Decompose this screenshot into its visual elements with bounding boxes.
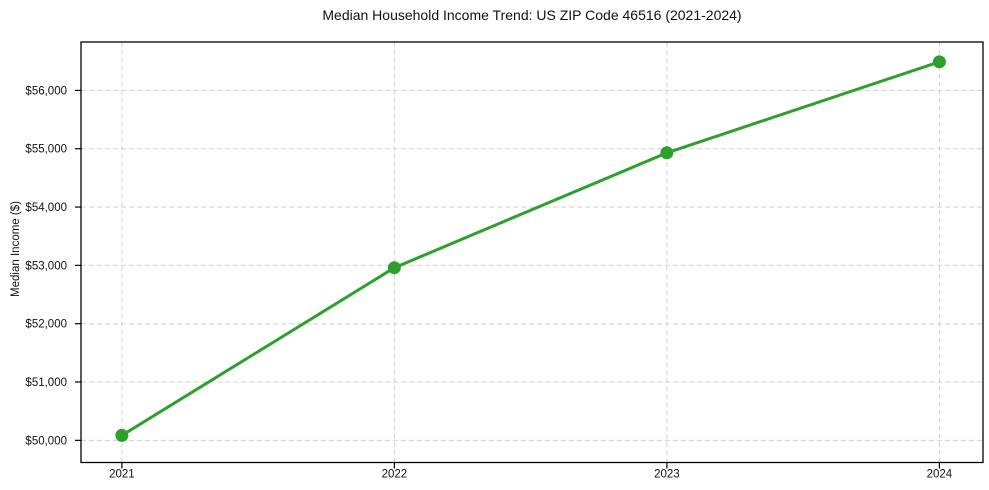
x-tick-label: 2021 <box>109 469 135 481</box>
income-trend-line <box>120 60 941 437</box>
y-tick-label: $54,000 <box>25 202 67 214</box>
data-point-2021 <box>115 428 129 442</box>
y-tick-label: $50,000 <box>25 435 67 447</box>
plot-border <box>80 41 984 464</box>
data-point-2024 <box>932 55 946 69</box>
x-tick-label: 2023 <box>654 469 680 481</box>
y-tick-label: $52,000 <box>25 319 67 331</box>
y-tick-label: $53,000 <box>25 260 67 272</box>
data-point-2022 <box>387 261 401 275</box>
data-point-2023 <box>660 146 674 160</box>
y-tick-label: $56,000 <box>25 85 67 97</box>
chart-title: Median Household Income Trend: US ZIP Co… <box>322 7 742 23</box>
x-tick-label: 2024 <box>927 469 953 481</box>
x-tick-label: 2022 <box>382 469 408 481</box>
y-tick-label: $55,000 <box>25 144 67 156</box>
y-tick-label: $51,000 <box>25 377 67 389</box>
